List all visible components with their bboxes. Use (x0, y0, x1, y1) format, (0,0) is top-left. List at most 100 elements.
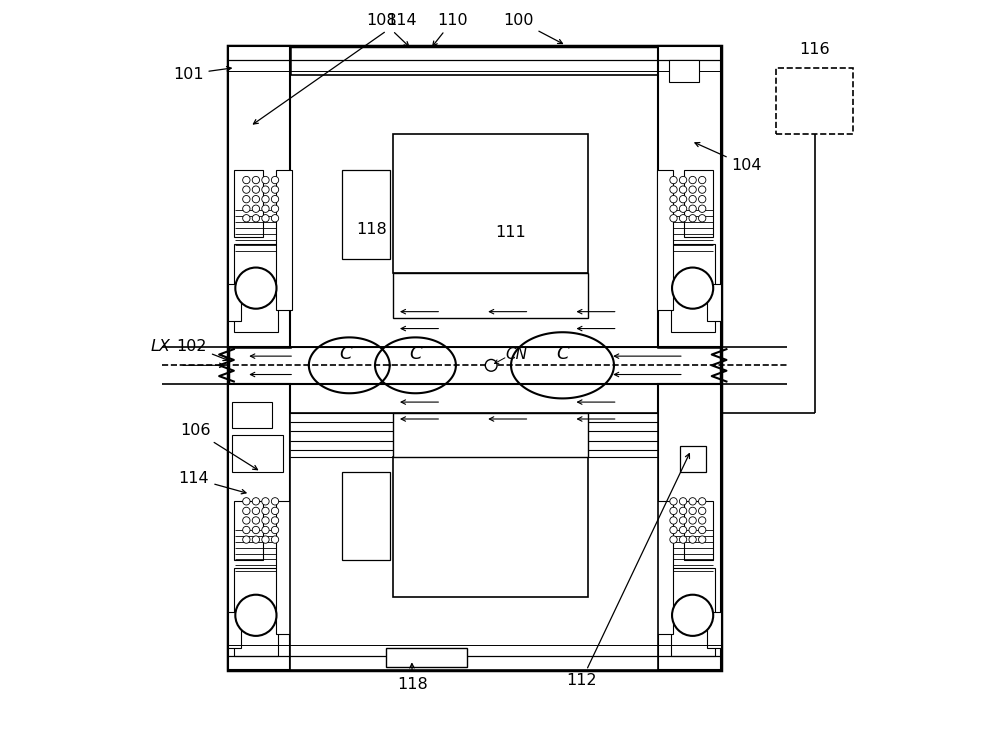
Circle shape (271, 186, 279, 193)
Circle shape (252, 176, 260, 184)
Bar (680, 446, 706, 472)
Circle shape (689, 497, 696, 505)
Text: 112: 112 (566, 454, 689, 688)
Bar (393, 134, 588, 273)
Text: 102: 102 (177, 339, 228, 361)
Text: 116: 116 (799, 41, 830, 57)
Circle shape (271, 526, 279, 534)
Circle shape (689, 205, 696, 213)
Circle shape (670, 536, 677, 543)
Circle shape (679, 526, 687, 534)
Circle shape (670, 196, 677, 203)
Circle shape (262, 536, 269, 543)
Circle shape (271, 517, 279, 524)
Circle shape (252, 517, 260, 524)
Bar (707, 284, 721, 321)
Bar (684, 501, 713, 560)
Circle shape (235, 595, 276, 636)
Bar (393, 273, 588, 317)
Circle shape (679, 536, 687, 543)
Text: 101: 101 (173, 66, 231, 82)
Circle shape (271, 497, 279, 505)
Circle shape (243, 205, 250, 213)
Circle shape (699, 517, 706, 524)
Bar (276, 501, 292, 634)
Text: C: C (409, 345, 422, 363)
Bar (290, 75, 658, 347)
Circle shape (670, 176, 677, 184)
Circle shape (252, 186, 260, 193)
Circle shape (271, 215, 279, 222)
Circle shape (262, 497, 269, 505)
Circle shape (243, 215, 250, 222)
Circle shape (271, 196, 279, 203)
Bar (707, 612, 721, 649)
Circle shape (670, 205, 677, 213)
Bar (228, 46, 290, 347)
Text: 111: 111 (496, 226, 526, 241)
Circle shape (672, 595, 713, 636)
Bar (228, 46, 721, 670)
Circle shape (670, 517, 677, 524)
Circle shape (699, 215, 706, 222)
Circle shape (699, 186, 706, 193)
Circle shape (262, 526, 269, 534)
Circle shape (689, 215, 696, 222)
Circle shape (679, 215, 687, 222)
Bar (393, 458, 588, 597)
Circle shape (699, 176, 706, 184)
Circle shape (243, 497, 250, 505)
Circle shape (235, 268, 276, 308)
Circle shape (252, 215, 260, 222)
Text: C: C (339, 345, 352, 363)
Circle shape (252, 196, 260, 203)
Bar (232, 402, 272, 428)
Circle shape (262, 176, 269, 184)
Circle shape (679, 517, 687, 524)
Bar (658, 46, 721, 347)
Circle shape (689, 196, 696, 203)
Circle shape (243, 517, 250, 524)
Circle shape (252, 507, 260, 514)
Bar (658, 384, 721, 670)
Circle shape (679, 497, 687, 505)
Circle shape (243, 196, 250, 203)
Bar (228, 384, 290, 670)
Circle shape (243, 176, 250, 184)
Text: 118: 118 (397, 663, 428, 692)
Bar (684, 170, 713, 237)
Bar (342, 472, 390, 560)
Circle shape (243, 526, 250, 534)
Circle shape (679, 196, 687, 203)
Circle shape (243, 536, 250, 543)
Circle shape (262, 517, 269, 524)
Circle shape (485, 359, 497, 371)
Circle shape (271, 176, 279, 184)
Circle shape (262, 205, 269, 213)
Circle shape (262, 196, 269, 203)
Circle shape (252, 526, 260, 534)
Bar (234, 170, 263, 237)
Bar (776, 68, 853, 134)
Text: 108: 108 (366, 13, 409, 46)
Bar (228, 612, 241, 649)
Circle shape (271, 536, 279, 543)
Circle shape (699, 196, 706, 203)
Circle shape (679, 507, 687, 514)
Bar (657, 170, 673, 310)
Text: 114: 114 (179, 471, 246, 494)
Circle shape (679, 176, 687, 184)
Text: CN: CN (505, 347, 527, 362)
Circle shape (252, 205, 260, 213)
Text: 100: 100 (503, 13, 562, 44)
Circle shape (689, 507, 696, 514)
Circle shape (262, 215, 269, 222)
Circle shape (252, 536, 260, 543)
Bar (228, 284, 241, 321)
Text: 114: 114 (253, 13, 417, 124)
Circle shape (689, 517, 696, 524)
Circle shape (699, 526, 706, 534)
Circle shape (670, 507, 677, 514)
Bar (234, 501, 263, 560)
Circle shape (670, 497, 677, 505)
